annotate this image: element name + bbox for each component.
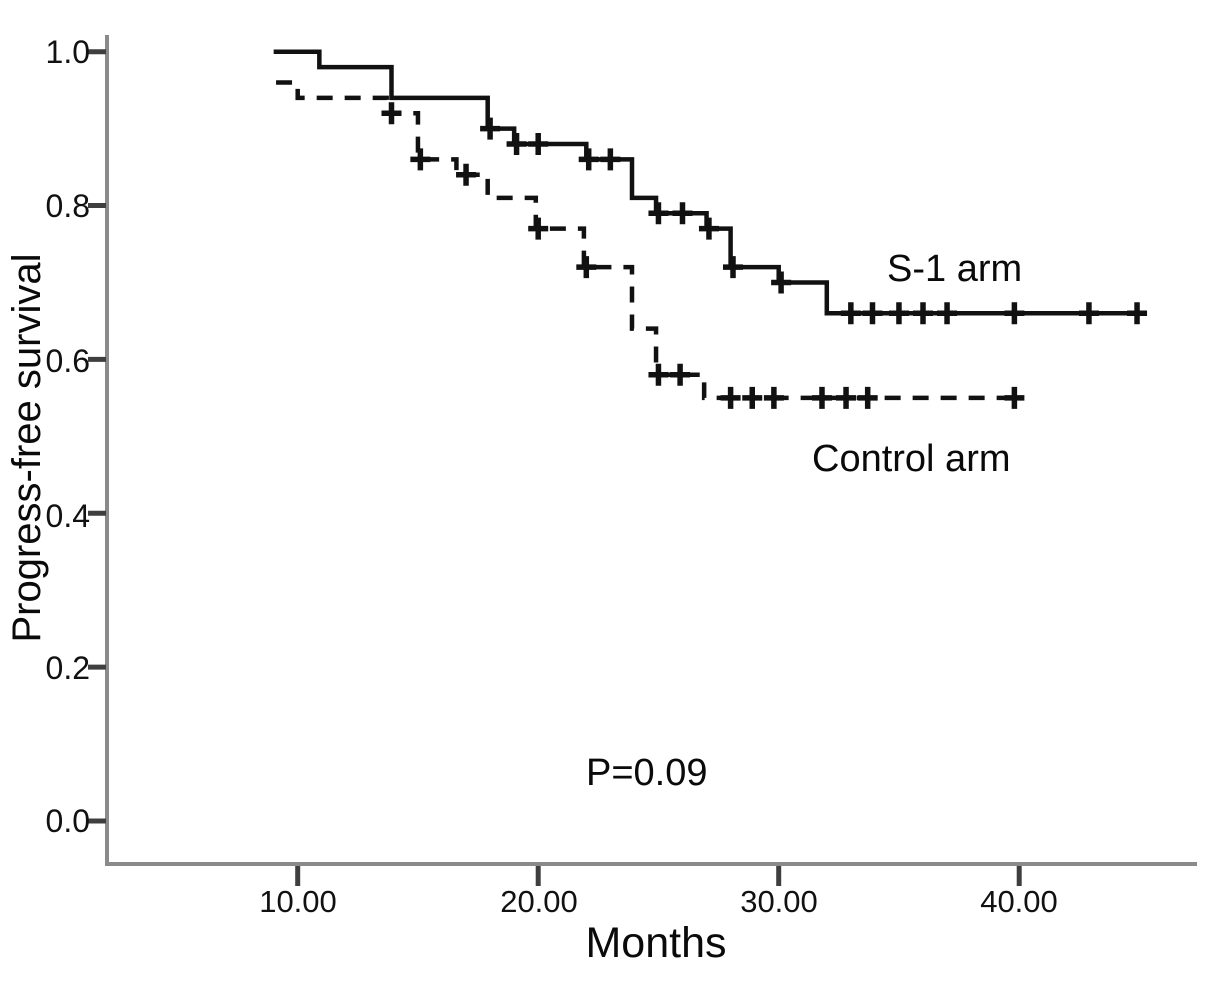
y-axis-title: Progress-free survival bbox=[5, 253, 49, 643]
y-tick-label-0.8: 0.8 bbox=[45, 188, 90, 224]
y-tick-label-0.6: 0.6 bbox=[45, 343, 90, 379]
x-tick-label-40: 40.00 bbox=[980, 884, 1058, 919]
survival-curve-s1-arm bbox=[273, 49, 1140, 316]
x-tick-label-30: 30.00 bbox=[740, 884, 818, 919]
y-tick-label-1.0: 1.0 bbox=[45, 34, 90, 70]
p-value-annotation: P=0.09 bbox=[586, 752, 708, 794]
series-label-control-arm: Control arm bbox=[812, 438, 1011, 480]
y-tick-label-0.4: 0.4 bbox=[45, 498, 90, 534]
y-tick-label-0.0: 0.0 bbox=[45, 803, 90, 839]
x-axis-title: Months bbox=[585, 919, 727, 967]
censor-marks-s1-arm bbox=[480, 117, 1148, 325]
y-tick-label-0.2: 0.2 bbox=[45, 650, 90, 686]
x-tick-label-10: 10.00 bbox=[259, 884, 337, 919]
censor-marks-control-arm bbox=[381, 102, 1025, 409]
series-label-s1-arm: S-1 arm bbox=[887, 248, 1023, 290]
survival-curve-control-arm bbox=[276, 80, 1015, 401]
x-tick-label-20: 20.00 bbox=[500, 884, 578, 919]
